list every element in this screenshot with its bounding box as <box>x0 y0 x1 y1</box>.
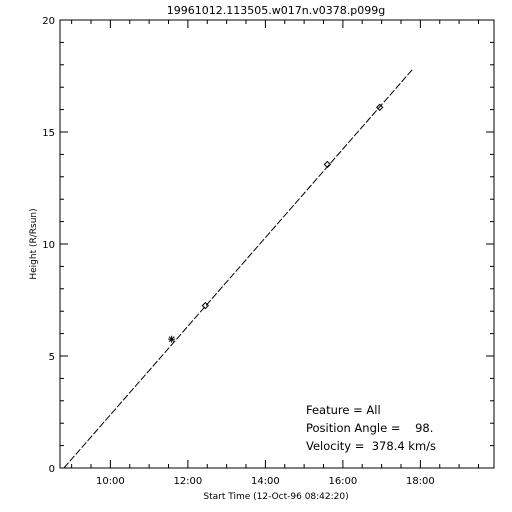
annotation-feature: Feature = All <box>306 403 381 417</box>
x-tick-label: 10:00 <box>96 476 125 487</box>
fit-line <box>63 68 414 469</box>
data-points <box>168 103 384 343</box>
y-axis-ticks: 0 5 10 15 20 <box>42 16 494 475</box>
annotation-velocity: Velocity = 378.4 km/s <box>306 439 436 453</box>
y-tick-label: 10 <box>42 240 55 251</box>
y-tick-label: 15 <box>42 128 55 139</box>
annotation-position-angle: Position Angle = 98. <box>306 421 433 435</box>
plot-frame <box>59 19 495 469</box>
data-point-diamond <box>375 103 384 112</box>
y-axis-label: Height (R/Rsun) <box>29 208 39 279</box>
x-axis-label: Start Time (12-Oct-96 08:42:20) <box>203 492 348 502</box>
data-point-asterisk <box>168 335 176 343</box>
chart-title: 19961012.113505.w017n.v0378.p099g <box>167 4 385 17</box>
x-tick-label: 12:00 <box>173 476 202 487</box>
x-tick-label: 18:00 <box>406 476 435 487</box>
data-point-diamond <box>323 160 332 169</box>
y-tick-label: 5 <box>49 352 55 363</box>
x-axis-ticks: 10:00 12:00 14:00 16:00 18:00 <box>71 20 479 487</box>
fit-annotations: Feature = All Position Angle = 98. Veloc… <box>306 403 436 453</box>
x-tick-label: 16:00 <box>328 476 357 487</box>
y-tick-label: 20 <box>42 16 55 27</box>
y-tick-label: 0 <box>49 464 55 475</box>
x-tick-label: 14:00 <box>251 476 280 487</box>
data-point-diamond <box>201 301 210 310</box>
